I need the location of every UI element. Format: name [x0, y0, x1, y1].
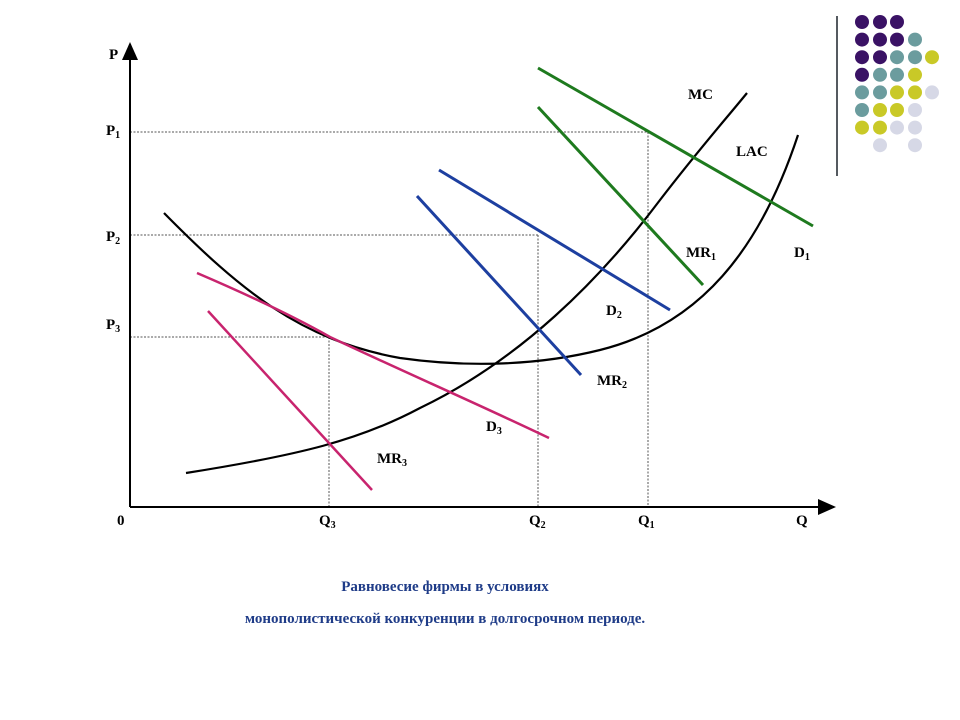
- mr1-line: [538, 107, 703, 285]
- q3-label: Q3: [319, 514, 336, 531]
- d2-line: [439, 170, 670, 310]
- p1-label: P1: [106, 124, 120, 141]
- mc-curve: [186, 93, 747, 473]
- caption-line-1: Равновесие фирмы в условиях: [0, 580, 890, 595]
- q1-label: Q1: [638, 514, 655, 531]
- p2-label: P2: [106, 230, 120, 247]
- mc-label: MC: [688, 88, 713, 103]
- x-axis-label: Q: [796, 514, 808, 529]
- mr1-label: MR1: [686, 246, 716, 263]
- p3-label: P3: [106, 318, 120, 335]
- d2-label: D2: [606, 304, 622, 321]
- mr3-label: MR3: [377, 452, 407, 469]
- origin-label: 0: [117, 514, 125, 529]
- mr2-line: [417, 196, 581, 375]
- y-axis-label: P: [109, 48, 118, 63]
- d1-label: D1: [794, 246, 810, 263]
- lac-label: LAC: [736, 145, 768, 160]
- d1-line: [538, 68, 813, 226]
- mr3-line: [208, 311, 372, 490]
- caption-line-2: монополистической конкуренции в долгосро…: [0, 612, 890, 627]
- q2-label: Q2: [529, 514, 546, 531]
- d3-label: D3: [486, 420, 502, 437]
- mr2-label: MR2: [597, 374, 627, 391]
